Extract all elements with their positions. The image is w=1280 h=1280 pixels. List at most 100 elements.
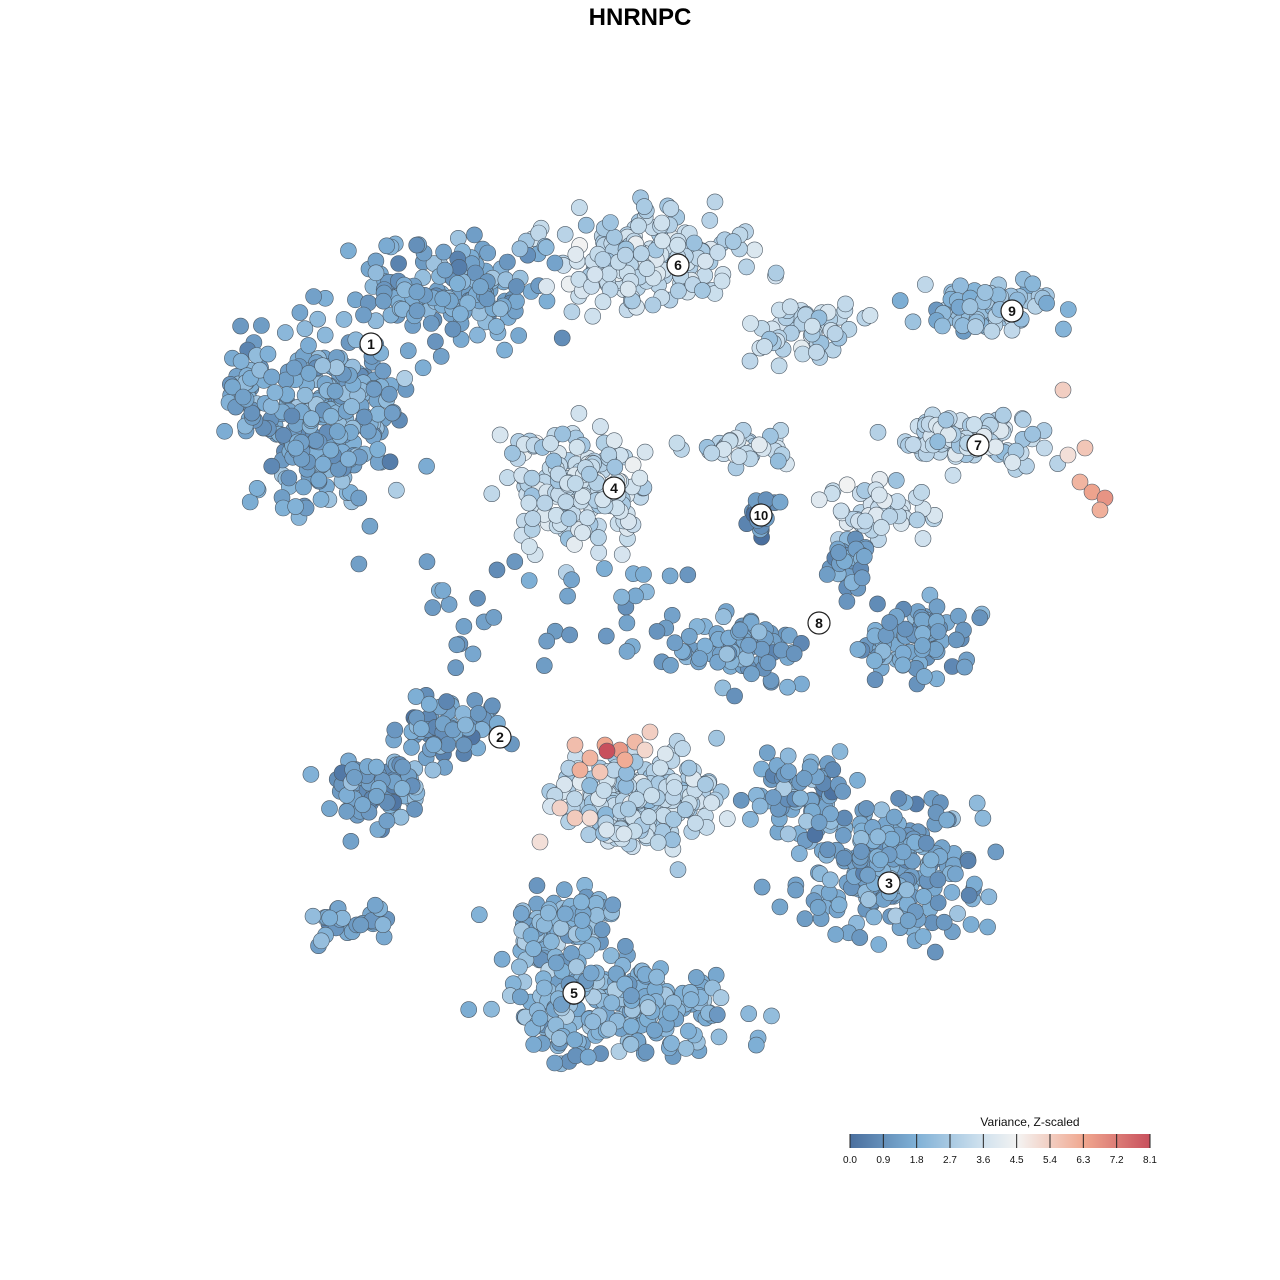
data-point [764,789,782,806]
data-point [866,671,884,689]
data-point [644,296,662,314]
data-point [741,352,759,370]
data-point [469,589,486,607]
data-point [302,766,320,783]
data-point [771,898,789,916]
data-point [520,494,538,512]
data-point [761,427,779,445]
data-point [779,678,796,696]
data-point [908,511,926,529]
data-point [771,493,789,511]
cluster-label-text: 10 [754,508,768,523]
data-point [726,687,743,705]
data-point [860,891,877,908]
data-point [542,933,560,950]
data-point [648,623,666,640]
cluster-label-text: 1 [367,336,375,352]
data-point [440,596,458,613]
data-point [742,810,759,828]
data-point [1014,411,1032,428]
data-point [682,991,700,1009]
cluster-label-7: 7 [966,433,990,457]
cluster-label-10: 10 [749,503,773,527]
hotspot-layer [531,381,1114,851]
data-point [781,298,799,316]
data-point [943,884,961,901]
data-point [367,264,385,282]
data-point [701,212,719,229]
data-point [594,293,612,311]
data-point [586,266,604,283]
data-point [821,871,839,889]
data-point [710,1028,728,1046]
data-point [891,292,909,309]
data-point [740,1005,758,1023]
data-point [787,881,804,899]
data-point [340,242,357,260]
data-point [640,808,658,826]
data-point [779,825,797,843]
data-point [466,226,483,244]
data-point [312,491,330,508]
data-point [859,866,877,884]
data-point [216,422,233,440]
data-point [613,546,631,563]
data-point [715,608,732,626]
data-point [435,243,452,261]
data-point [870,936,888,953]
data-point [309,310,327,328]
data-point [328,359,345,377]
data-point [535,979,553,997]
data-point [708,1006,726,1024]
data-point [488,561,506,579]
data-point [751,797,769,815]
data-point [904,313,922,331]
data-point [469,326,486,344]
data-point [248,479,266,497]
data-point [917,834,935,852]
data-point [747,1036,765,1054]
data-point [310,471,328,489]
data-point [832,502,850,520]
data-point [560,510,578,527]
data-point [287,498,304,515]
legend-title: Variance, Z-scaled [980,1115,1080,1129]
data-point [296,320,314,338]
data-point [566,475,584,492]
data-point [584,307,602,325]
data-point [856,512,874,530]
data-point [731,621,749,639]
data-point [983,322,1001,340]
data-point [703,444,721,462]
data-point [470,705,487,722]
cluster-label-9: 9 [1000,299,1024,323]
data-point [479,244,497,262]
data-point [582,964,600,982]
data-point [542,435,559,452]
data-point [346,769,363,786]
data-point [858,800,875,817]
data-point [355,408,373,426]
data-point [935,913,953,931]
data-point [361,517,379,535]
data-point [285,359,303,377]
data-point [275,426,292,444]
data-point [617,246,634,264]
data-point [606,458,624,476]
data-point [708,729,725,747]
data-point [536,494,554,512]
cluster-label-text: 8 [815,615,823,631]
data-point [369,405,387,423]
data-point [770,357,788,375]
data-point [593,921,611,938]
data-point [965,416,983,433]
cluster-label-text: 6 [674,257,682,273]
data-point [680,1022,697,1040]
data-point [555,881,573,899]
data-point [635,198,653,215]
data-point [959,852,977,870]
data-point [556,226,574,243]
data-point [596,560,613,577]
data-point [913,483,930,501]
data-point [579,1048,597,1066]
